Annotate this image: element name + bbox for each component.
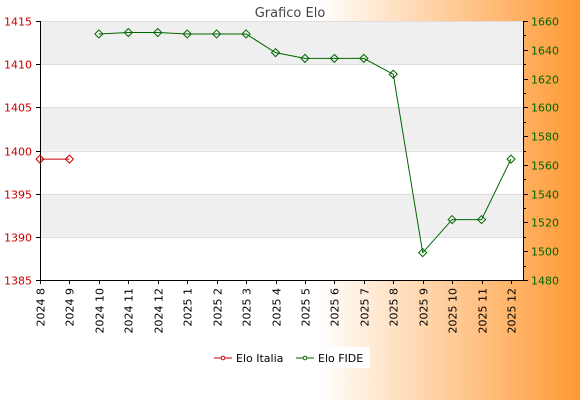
grid-band [40, 193, 523, 237]
data-point-elo-fide [182, 29, 192, 39]
chart-legend: Elo Italia Elo FIDE [211, 347, 370, 368]
x-tick-label: 2025 12 [506, 288, 519, 334]
data-point-elo-fide [123, 27, 134, 38]
x-tick-label: 2024 10 [94, 288, 107, 334]
x-tick-label: 2025 2 [212, 288, 225, 327]
right-tick-label: 1480 [531, 275, 559, 288]
data-point-elo-fide [417, 247, 428, 258]
data-point-elo-fide [359, 53, 369, 64]
grid-band [40, 107, 523, 151]
right-tick-label: 1520 [531, 217, 559, 230]
chart-title: Grafico Elo [255, 6, 326, 21]
data-point-elo-fide [476, 214, 487, 225]
left-tick-label: 1385 [4, 275, 32, 288]
right-tick-label: 1640 [531, 45, 559, 58]
data-point-elo-fide [447, 214, 457, 225]
series-line-elo-fide [98, 32, 512, 254]
right-tick-label: 1500 [531, 246, 559, 259]
data-point-elo-italia [64, 154, 75, 164]
data-point-elo-fide [388, 69, 398, 79]
x-tick-label: 2024 9 [64, 288, 77, 327]
data-point-elo-fide [153, 27, 163, 38]
data-point-elo-italia [35, 154, 45, 164]
x-tick-label: 2025 5 [300, 288, 313, 327]
x-tick-label: 2024 12 [153, 288, 166, 334]
right-tick-label: 1660 [531, 16, 559, 29]
x-tick-label: 2025 7 [359, 288, 372, 327]
x-tick-label: 2025 3 [241, 288, 254, 327]
data-point-elo-fide [329, 53, 340, 64]
left-tick-label: 1410 [4, 59, 32, 72]
left-tick-label: 1400 [4, 146, 32, 159]
right-tick-label: 1620 [531, 74, 559, 87]
x-tick-label: 2024 8 [35, 288, 48, 327]
data-point-elo-fide [300, 53, 310, 64]
x-tick-label: 2025 8 [388, 288, 401, 327]
grid-band [40, 21, 523, 65]
x-tick-label: 2025 10 [447, 288, 460, 334]
x-tick-label: 2025 9 [418, 288, 431, 327]
data-point-elo-fide [241, 29, 251, 39]
left-tick-label: 1390 [4, 232, 32, 245]
legend-box [211, 347, 370, 368]
data-point-elo-fide [506, 154, 516, 164]
right-tick-label: 1600 [531, 102, 559, 115]
legend-label-elo-italia: Elo Italia [236, 352, 283, 365]
data-point-elo-fide [211, 29, 222, 39]
x-tick-label: 2024 11 [123, 288, 136, 334]
right-tick-label: 1540 [531, 189, 559, 202]
left-tick-label: 1395 [4, 189, 32, 202]
data-point-elo-fide [94, 29, 104, 39]
legend-dot-elo-italia [220, 355, 226, 361]
x-tick-label: 2025 1 [182, 288, 195, 327]
x-tick-label: 2025 11 [477, 288, 490, 334]
legend-label-elo-fide: Elo FIDE [318, 352, 363, 365]
right-tick-label: 1580 [531, 131, 559, 144]
x-tick-label: 2025 6 [329, 288, 342, 327]
right-tick-label: 1560 [531, 160, 559, 173]
left-tick-label: 1415 [4, 16, 32, 29]
left-tick-label: 1405 [4, 102, 32, 115]
x-tick-label: 2025 4 [271, 288, 284, 327]
data-point-elo-fide [270, 47, 281, 58]
legend-dot-elo-fide [302, 355, 308, 361]
